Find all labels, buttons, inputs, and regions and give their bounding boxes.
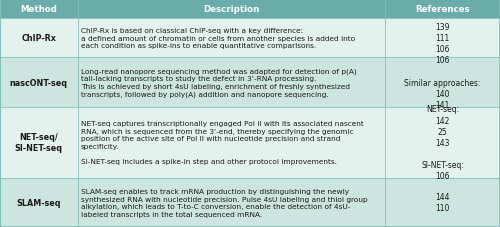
Bar (78, 107, 385, 178)
Bar (385, 107, 500, 178)
Text: SLAM-seq: SLAM-seq (16, 198, 61, 207)
Text: ChIP-Rx: ChIP-Rx (22, 34, 56, 43)
Bar (78, 19, 385, 58)
Text: SLAM-seq enables to track mRNA production by distinguishing the newly
synthesize: SLAM-seq enables to track mRNA productio… (81, 188, 368, 217)
Text: NET-seq/
SI-NET-seq: NET-seq/ SI-NET-seq (15, 133, 63, 153)
Text: Description: Description (203, 5, 260, 14)
Bar (0, 0, 78, 19)
Bar (385, 0, 500, 19)
Text: 139
111
106: 139 111 106 (435, 23, 450, 54)
Text: 144
110: 144 110 (435, 192, 450, 212)
Text: Method: Method (20, 5, 57, 14)
Bar (385, 178, 500, 227)
Bar (385, 19, 500, 58)
Bar (0, 19, 78, 58)
Bar (78, 0, 385, 19)
Bar (78, 178, 385, 227)
Text: ChIP-Rx is based on classical ChIP-seq with a key difference:
a defined amount o: ChIP-Rx is based on classical ChIP-seq w… (81, 28, 355, 49)
Bar (0, 58, 78, 107)
Bar (385, 58, 500, 107)
Bar (0, 178, 78, 227)
Text: 106

Similar approaches:
140
141: 106 Similar approaches: 140 141 (404, 56, 480, 109)
Text: References: References (415, 5, 470, 14)
Text: Long-read nanopore sequencing method was adapted for detection of p(A)
tail-lack: Long-read nanopore sequencing method was… (81, 68, 357, 97)
Bar (0, 107, 78, 178)
Text: nascONT-seq: nascONT-seq (10, 78, 68, 87)
Text: NET-seq:
142
25
143

SI-NET-seq:
106: NET-seq: 142 25 143 SI-NET-seq: 106 (421, 105, 464, 180)
Bar (78, 58, 385, 107)
Text: NET-seq captures transcriptionally engaged Pol II with its associated nascent
RN: NET-seq captures transcriptionally engag… (81, 121, 364, 164)
